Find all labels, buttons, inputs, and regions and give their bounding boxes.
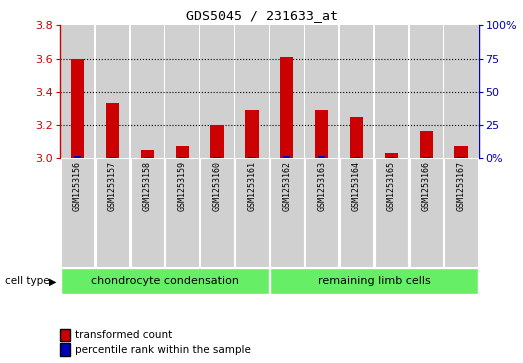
Bar — [340, 158, 373, 267]
Bar — [235, 25, 269, 158]
Bar — [200, 25, 234, 158]
Bar — [200, 158, 234, 267]
Text: GSM1253159: GSM1253159 — [178, 161, 187, 211]
Bar — [210, 125, 224, 158]
Bar — [445, 25, 478, 158]
Bar — [305, 158, 338, 267]
Text: GSM1253161: GSM1253161 — [247, 161, 256, 211]
Text: GSM1253166: GSM1253166 — [422, 161, 431, 211]
Bar — [419, 131, 433, 158]
Bar — [245, 110, 258, 158]
Bar — [109, 156, 116, 158]
Text: GDS5045 / 231633_at: GDS5045 / 231633_at — [186, 9, 337, 22]
Bar — [61, 268, 269, 294]
Bar — [374, 25, 408, 158]
Text: chondrocyte condensation: chondrocyte condensation — [91, 276, 238, 286]
Bar — [71, 58, 84, 158]
Bar — [96, 25, 129, 158]
Bar — [353, 156, 360, 158]
Bar — [340, 25, 373, 158]
Bar — [61, 158, 94, 267]
Bar — [305, 25, 338, 158]
Text: GSM1253163: GSM1253163 — [317, 161, 326, 211]
Bar — [131, 25, 164, 158]
Bar — [235, 158, 269, 267]
Bar — [454, 146, 468, 158]
Bar — [248, 157, 256, 158]
Bar — [178, 157, 186, 158]
Bar — [374, 158, 408, 267]
Bar — [141, 150, 154, 158]
Text: GSM1253157: GSM1253157 — [108, 161, 117, 211]
Text: GSM1253160: GSM1253160 — [212, 161, 222, 211]
Bar — [445, 158, 478, 267]
Bar — [106, 103, 119, 158]
Bar — [280, 57, 293, 158]
Bar — [213, 156, 221, 158]
Bar — [131, 158, 164, 267]
Bar — [410, 25, 443, 158]
Bar — [458, 156, 465, 158]
Bar — [388, 157, 395, 158]
Text: percentile rank within the sample: percentile rank within the sample — [75, 344, 251, 355]
Bar — [176, 146, 189, 158]
Text: ▶: ▶ — [49, 276, 56, 286]
Bar — [315, 110, 328, 158]
Text: GSM1253164: GSM1253164 — [352, 161, 361, 211]
Bar — [74, 156, 81, 158]
Bar — [270, 158, 303, 267]
Text: cell type: cell type — [5, 276, 50, 286]
Bar — [270, 268, 478, 294]
Bar — [283, 156, 290, 158]
Text: GSM1253165: GSM1253165 — [387, 161, 396, 211]
Bar — [318, 156, 325, 158]
Text: GSM1253156: GSM1253156 — [73, 161, 82, 211]
Text: transformed count: transformed count — [75, 330, 172, 340]
Bar — [144, 157, 151, 158]
Bar — [165, 25, 199, 158]
Text: GSM1253162: GSM1253162 — [282, 161, 291, 211]
Bar — [385, 153, 398, 158]
Bar — [61, 25, 94, 158]
Bar — [423, 157, 430, 158]
Text: remaining limb cells: remaining limb cells — [317, 276, 430, 286]
Bar — [165, 158, 199, 267]
Bar — [96, 158, 129, 267]
Bar — [410, 158, 443, 267]
Bar — [270, 25, 303, 158]
Text: GSM1253167: GSM1253167 — [457, 161, 465, 211]
Text: GSM1253158: GSM1253158 — [143, 161, 152, 211]
Bar — [350, 117, 363, 158]
